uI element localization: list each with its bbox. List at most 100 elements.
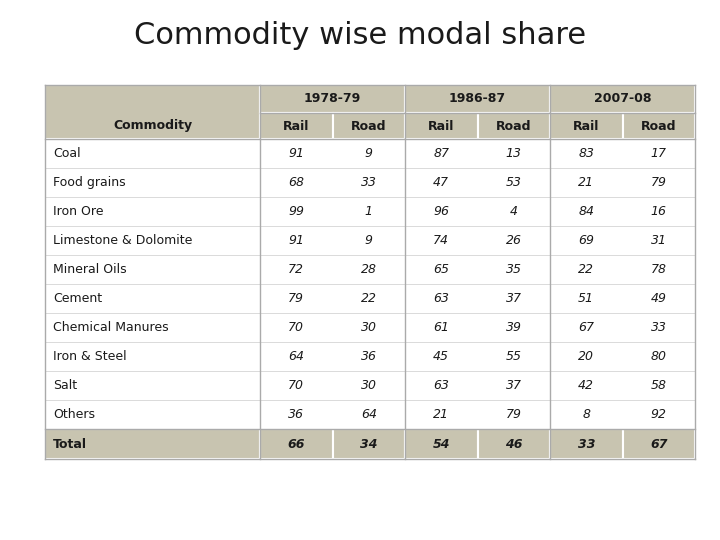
- Text: Commodity: Commodity: [113, 119, 192, 132]
- Bar: [623, 113, 695, 139]
- Bar: [550, 139, 623, 168]
- Bar: [333, 197, 405, 226]
- Text: 8: 8: [582, 408, 590, 421]
- Bar: [333, 313, 405, 342]
- Bar: [45, 255, 260, 284]
- Bar: [623, 284, 695, 313]
- Bar: [623, 226, 695, 255]
- Text: 45: 45: [433, 350, 449, 363]
- Text: Others: Others: [53, 408, 95, 421]
- Bar: [623, 313, 695, 342]
- Bar: [477, 342, 550, 371]
- Text: Cement: Cement: [53, 292, 102, 305]
- Text: 92: 92: [651, 408, 667, 421]
- Text: 64: 64: [361, 408, 377, 421]
- Text: 74: 74: [433, 234, 449, 247]
- Bar: [550, 284, 623, 313]
- Bar: [333, 255, 405, 284]
- Text: 1: 1: [365, 205, 373, 218]
- Bar: [405, 139, 477, 168]
- Bar: [333, 371, 405, 400]
- Bar: [45, 313, 260, 342]
- Text: 91: 91: [288, 147, 305, 160]
- Bar: [260, 197, 333, 226]
- Text: 26: 26: [505, 234, 522, 247]
- Bar: [45, 429, 260, 459]
- Text: 64: 64: [288, 350, 305, 363]
- Text: 21: 21: [578, 176, 594, 189]
- Bar: [405, 371, 477, 400]
- Bar: [260, 313, 333, 342]
- Text: 46: 46: [505, 437, 523, 450]
- Text: 84: 84: [578, 205, 594, 218]
- Text: 69: 69: [578, 234, 594, 247]
- Text: 83: 83: [578, 147, 594, 160]
- Bar: [550, 113, 623, 139]
- Bar: [45, 139, 260, 168]
- Bar: [405, 429, 477, 459]
- Text: 63: 63: [433, 292, 449, 305]
- Bar: [45, 400, 260, 429]
- Text: 70: 70: [288, 321, 305, 334]
- Text: Mineral Oils: Mineral Oils: [53, 263, 127, 276]
- Text: 4: 4: [510, 205, 518, 218]
- Text: 67: 67: [650, 437, 667, 450]
- Text: 37: 37: [505, 292, 522, 305]
- Text: 9: 9: [365, 147, 373, 160]
- Text: 79: 79: [651, 176, 667, 189]
- Bar: [45, 371, 260, 400]
- Text: 96: 96: [433, 205, 449, 218]
- Bar: [333, 342, 405, 371]
- Bar: [333, 113, 405, 139]
- Text: 53: 53: [505, 176, 522, 189]
- Text: 42: 42: [578, 379, 594, 392]
- Bar: [550, 371, 623, 400]
- Bar: [45, 197, 260, 226]
- Bar: [405, 400, 477, 429]
- Bar: [550, 313, 623, 342]
- Bar: [477, 371, 550, 400]
- Text: 36: 36: [361, 350, 377, 363]
- Text: 70: 70: [288, 379, 305, 392]
- Bar: [550, 400, 623, 429]
- Text: 58: 58: [651, 379, 667, 392]
- Text: 63: 63: [433, 379, 449, 392]
- Bar: [623, 168, 695, 197]
- Text: 67: 67: [578, 321, 594, 334]
- Text: 47: 47: [433, 176, 449, 189]
- Bar: [260, 342, 333, 371]
- Bar: [405, 197, 477, 226]
- Bar: [333, 168, 405, 197]
- Bar: [550, 255, 623, 284]
- Bar: [45, 284, 260, 313]
- Text: 2007-08: 2007-08: [594, 92, 652, 105]
- Bar: [405, 342, 477, 371]
- Text: 79: 79: [288, 292, 305, 305]
- Bar: [260, 284, 333, 313]
- Text: 21: 21: [433, 408, 449, 421]
- Bar: [405, 255, 477, 284]
- Text: 13: 13: [505, 147, 522, 160]
- Text: 79: 79: [505, 408, 522, 421]
- Text: 16: 16: [651, 205, 667, 218]
- Bar: [260, 85, 405, 113]
- Bar: [260, 400, 333, 429]
- Bar: [623, 255, 695, 284]
- Bar: [550, 429, 623, 459]
- Text: 28: 28: [361, 263, 377, 276]
- Text: 99: 99: [288, 205, 305, 218]
- Bar: [477, 284, 550, 313]
- Bar: [477, 168, 550, 197]
- Bar: [550, 197, 623, 226]
- Text: Rail: Rail: [283, 119, 310, 132]
- Bar: [260, 429, 333, 459]
- Bar: [550, 168, 623, 197]
- Bar: [477, 400, 550, 429]
- Bar: [333, 284, 405, 313]
- Text: 36: 36: [288, 408, 305, 421]
- Text: 1978-79: 1978-79: [304, 92, 361, 105]
- Bar: [477, 429, 550, 459]
- Text: Road: Road: [641, 119, 677, 132]
- Bar: [405, 313, 477, 342]
- Text: 22: 22: [578, 263, 594, 276]
